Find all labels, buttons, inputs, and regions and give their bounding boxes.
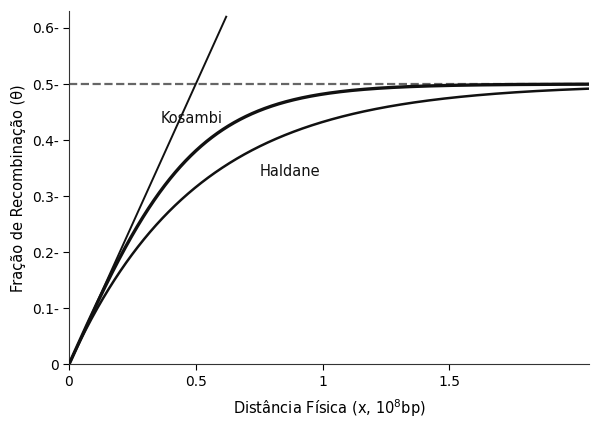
Y-axis label: Fração de Recombinação (θ): Fração de Recombinação (θ) bbox=[11, 84, 26, 292]
X-axis label: Distância Física (x, 10$^8$bp): Distância Física (x, 10$^8$bp) bbox=[233, 397, 425, 419]
Text: Kosambi: Kosambi bbox=[160, 111, 222, 126]
Text: Haldane: Haldane bbox=[259, 164, 320, 179]
